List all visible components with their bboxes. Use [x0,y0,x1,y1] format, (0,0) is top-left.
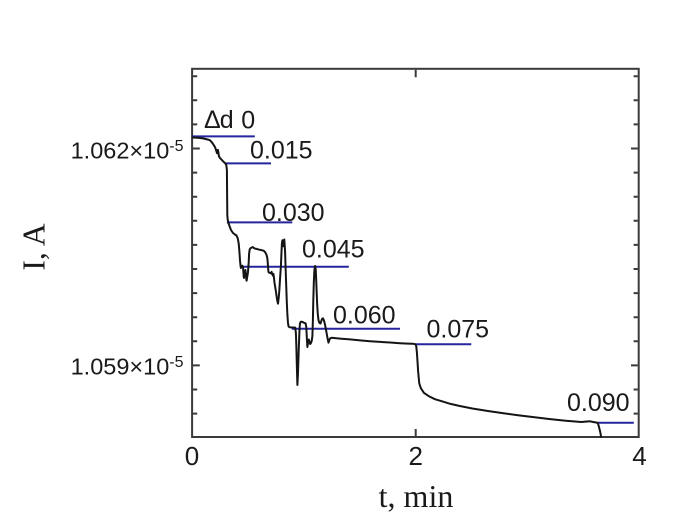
svg-text:t, min: t, min [379,478,454,514]
svg-text:0: 0 [185,441,199,471]
svg-text:Δd: Δd [204,106,233,134]
svg-text:0.045: 0.045 [302,235,365,263]
svg-text:0.060: 0.060 [333,301,396,329]
svg-text:4: 4 [632,441,646,471]
svg-text:0.030: 0.030 [262,199,325,227]
svg-text:0.015: 0.015 [250,137,313,165]
svg-text:I, A: I, A [16,223,51,271]
svg-text:1.059×10-5: 1.059×10-5 [71,354,184,380]
svg-text:2: 2 [408,441,422,471]
svg-text:0: 0 [241,106,255,134]
svg-text:0.090: 0.090 [567,389,630,417]
svg-text:1.062×10-5: 1.062×10-5 [71,137,184,163]
svg-text:0.075: 0.075 [427,316,490,344]
